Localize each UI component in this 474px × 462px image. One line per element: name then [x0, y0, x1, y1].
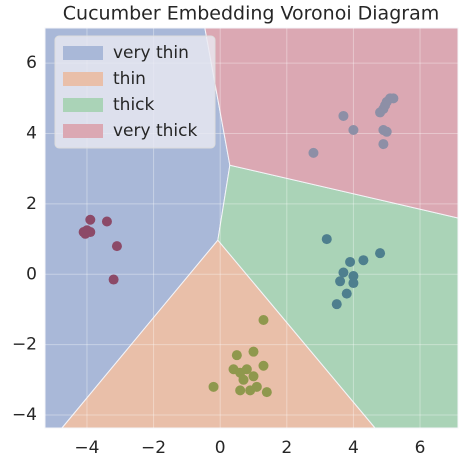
legend-swatch: [63, 98, 103, 112]
scatter-point: [338, 267, 349, 278]
scatter-point: [85, 214, 96, 225]
scatter-point: [321, 234, 332, 245]
scatter-point: [101, 216, 112, 227]
scatter-point: [108, 274, 119, 285]
scatter-point: [235, 385, 246, 396]
legend-swatch: [63, 124, 103, 138]
scatter-point: [245, 385, 256, 396]
x-tick-label: 2: [281, 438, 292, 458]
y-tick-label: 0: [26, 264, 37, 284]
x-tick-label: −2: [141, 438, 166, 458]
legend-swatch: [63, 46, 103, 60]
x-tick-label: 0: [215, 438, 226, 458]
scatter-point: [308, 147, 319, 158]
y-tick-label: 6: [26, 53, 37, 73]
voronoi-region: [204, 27, 459, 219]
scatter-point: [261, 387, 272, 398]
y-tick-label: −2: [12, 335, 37, 355]
scatter-point: [80, 228, 91, 239]
y-tick-label: −4: [12, 405, 37, 425]
scatter-point: [348, 125, 359, 136]
y-tick-label: 4: [26, 124, 37, 144]
scatter-point: [358, 255, 369, 266]
scatter-point: [381, 126, 392, 137]
x-tick-label: −4: [74, 438, 99, 458]
scatter-point: [258, 314, 269, 325]
scatter-point: [238, 374, 249, 385]
legend-label: thin: [113, 69, 146, 89]
legend-label: thick: [113, 95, 155, 115]
scatter-point: [348, 271, 359, 282]
voronoi-region: [217, 164, 459, 429]
legend-label: very thin: [113, 43, 189, 63]
scatter-point: [258, 360, 269, 371]
scatter-point: [335, 276, 346, 287]
scatter-point: [345, 256, 356, 267]
scatter-point: [231, 350, 242, 361]
scatter-point: [111, 241, 122, 252]
scatter-point: [348, 278, 359, 289]
scatter-point: [248, 346, 259, 357]
legend-swatch: [63, 72, 103, 86]
legend-label: very thick: [113, 121, 197, 141]
x-tick-label: 4: [348, 438, 359, 458]
scatter-point: [378, 139, 389, 150]
scatter-point: [331, 299, 342, 310]
legend-box: [54, 35, 216, 149]
scatter-point: [208, 381, 219, 392]
x-tick-label: 6: [415, 438, 426, 458]
scatter-point: [388, 93, 399, 104]
scatter-point: [341, 288, 352, 299]
scatter-point: [338, 110, 349, 121]
scatter-point: [241, 364, 252, 375]
chart-title: Cucumber Embedding Voronoi Diagram: [63, 3, 439, 25]
scatter-point: [248, 371, 259, 382]
y-tick-label: 2: [26, 194, 37, 214]
legend: very thin thin thick very thick: [54, 35, 216, 149]
scatter-point: [375, 248, 386, 259]
